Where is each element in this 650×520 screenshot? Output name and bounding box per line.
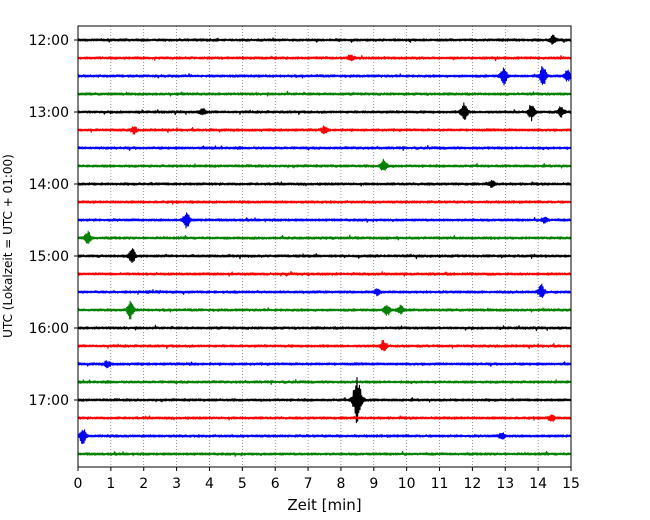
trace-line bbox=[77, 324, 572, 332]
trace-line bbox=[77, 377, 572, 424]
x-tick-label: 15 bbox=[562, 476, 580, 492]
x-axis-label: Zeit [min] bbox=[287, 496, 361, 514]
y-tick-label: 17:00 bbox=[29, 393, 69, 409]
y-tick-label: 14:00 bbox=[29, 177, 69, 193]
x-tick-label: 4 bbox=[205, 476, 214, 492]
y-tick-label: 13:00 bbox=[29, 105, 69, 121]
trace-line bbox=[77, 360, 572, 369]
trace-line bbox=[77, 270, 572, 277]
trace-line bbox=[77, 300, 572, 320]
x-tick-label: 14 bbox=[529, 476, 547, 492]
x-tick-label: 12 bbox=[463, 476, 481, 492]
seismogram-traces bbox=[77, 34, 572, 457]
trace-line bbox=[77, 158, 572, 171]
y-tick-label: 12:00 bbox=[29, 33, 69, 49]
trace-line bbox=[77, 34, 572, 45]
x-tick-label: 2 bbox=[139, 476, 148, 492]
plot-frame bbox=[77, 25, 572, 468]
trace-line bbox=[77, 429, 572, 445]
x-tick-label: 13 bbox=[496, 476, 514, 492]
x-tick-label: 5 bbox=[238, 476, 247, 492]
x-tick-label: 8 bbox=[336, 476, 345, 492]
trace-line bbox=[77, 248, 572, 264]
trace-line bbox=[77, 378, 572, 386]
trace-line bbox=[77, 212, 572, 229]
trace-line bbox=[77, 102, 572, 122]
x-tick-label: 7 bbox=[304, 476, 313, 492]
trace-line bbox=[77, 90, 572, 97]
x-axis-ticks: 0 1 2 3 4 5 6 7 8 9 10 11 12 13 14 15 bbox=[74, 467, 580, 492]
x-tick-label: 10 bbox=[398, 476, 416, 492]
y-axis-ticks: 12:00 13:00 14:00 15:00 16:00 17:00 bbox=[29, 33, 78, 409]
trace-line bbox=[77, 414, 572, 422]
trace-line bbox=[77, 179, 572, 188]
x-tick-label: 3 bbox=[172, 476, 181, 492]
y-tick-label: 15:00 bbox=[29, 249, 69, 265]
trace-line bbox=[77, 450, 572, 457]
trace-line bbox=[77, 65, 572, 86]
trace-line bbox=[77, 144, 572, 152]
trace-line bbox=[77, 230, 572, 244]
trace-line bbox=[77, 199, 572, 205]
y-tick-label: 16:00 bbox=[29, 321, 69, 337]
trace-line bbox=[77, 339, 572, 352]
x-tick-label: 0 bbox=[74, 476, 83, 492]
x-tick-label: 1 bbox=[106, 476, 115, 492]
trace-line bbox=[77, 54, 572, 62]
x-tick-label: 11 bbox=[431, 476, 449, 492]
x-tick-label: 9 bbox=[369, 476, 378, 492]
y-axis-label: UTC (Lokalzeit = UTC + 01:00) bbox=[1, 154, 15, 338]
trace-line bbox=[77, 125, 572, 135]
trace-line bbox=[77, 283, 572, 299]
x-tick-label: 6 bbox=[271, 476, 280, 492]
